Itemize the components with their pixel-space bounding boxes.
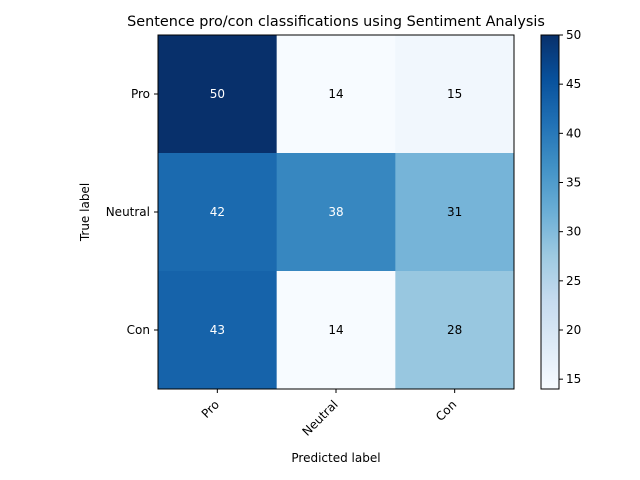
heatmap-cells xyxy=(158,35,515,390)
cell-value-label: 15 xyxy=(447,87,462,101)
heatmap-cell xyxy=(395,153,515,272)
heatmap-cell xyxy=(276,153,396,272)
y-axis-label: True label xyxy=(78,183,92,242)
y-tick-label: Con xyxy=(127,323,150,337)
colorbar xyxy=(540,34,560,390)
cell-value-label: 42 xyxy=(210,205,225,219)
colorbar-tick-label: 35 xyxy=(566,176,581,190)
colorbar-tick-label: 20 xyxy=(566,323,581,337)
y-axis-ticks: Pro Neutral Con xyxy=(106,87,158,337)
colorbar-tick-label: 45 xyxy=(566,77,581,91)
heatmap-cell xyxy=(158,35,278,154)
y-tick-label: Neutral xyxy=(106,205,150,219)
heatmap-cell xyxy=(395,35,515,154)
cell-value-labels: 50 14 15 42 38 31 43 14 28 xyxy=(210,87,463,337)
cell-value-label: 31 xyxy=(447,205,462,219)
heatmap-cell xyxy=(276,35,396,154)
chart-title: Sentence pro/con classifications using S… xyxy=(127,14,545,30)
cell-value-label: 38 xyxy=(328,205,343,219)
cell-value-label: 43 xyxy=(210,323,225,337)
colorbar-tick-label: 25 xyxy=(566,274,581,288)
heatmap-cell xyxy=(395,271,515,390)
colorbar-ticks: 15 20 25 30 35 40 45 50 xyxy=(559,28,581,386)
colorbar-tick-label: 15 xyxy=(566,372,581,386)
colorbar-tick-label: 40 xyxy=(566,126,581,140)
colorbar-tick-label: 30 xyxy=(566,225,581,239)
cell-value-label: 14 xyxy=(328,87,343,101)
cell-value-label: 50 xyxy=(210,87,225,101)
y-tick-label: Pro xyxy=(131,87,150,101)
heatmap-cell xyxy=(158,153,278,272)
cell-value-label: 14 xyxy=(328,323,343,337)
colorbar-tick-label: 50 xyxy=(566,28,581,42)
heatmap-cell xyxy=(158,271,278,390)
x-axis-label: Predicted label xyxy=(291,451,380,465)
heatmap-cell xyxy=(276,271,396,390)
cell-value-label: 28 xyxy=(447,323,462,337)
